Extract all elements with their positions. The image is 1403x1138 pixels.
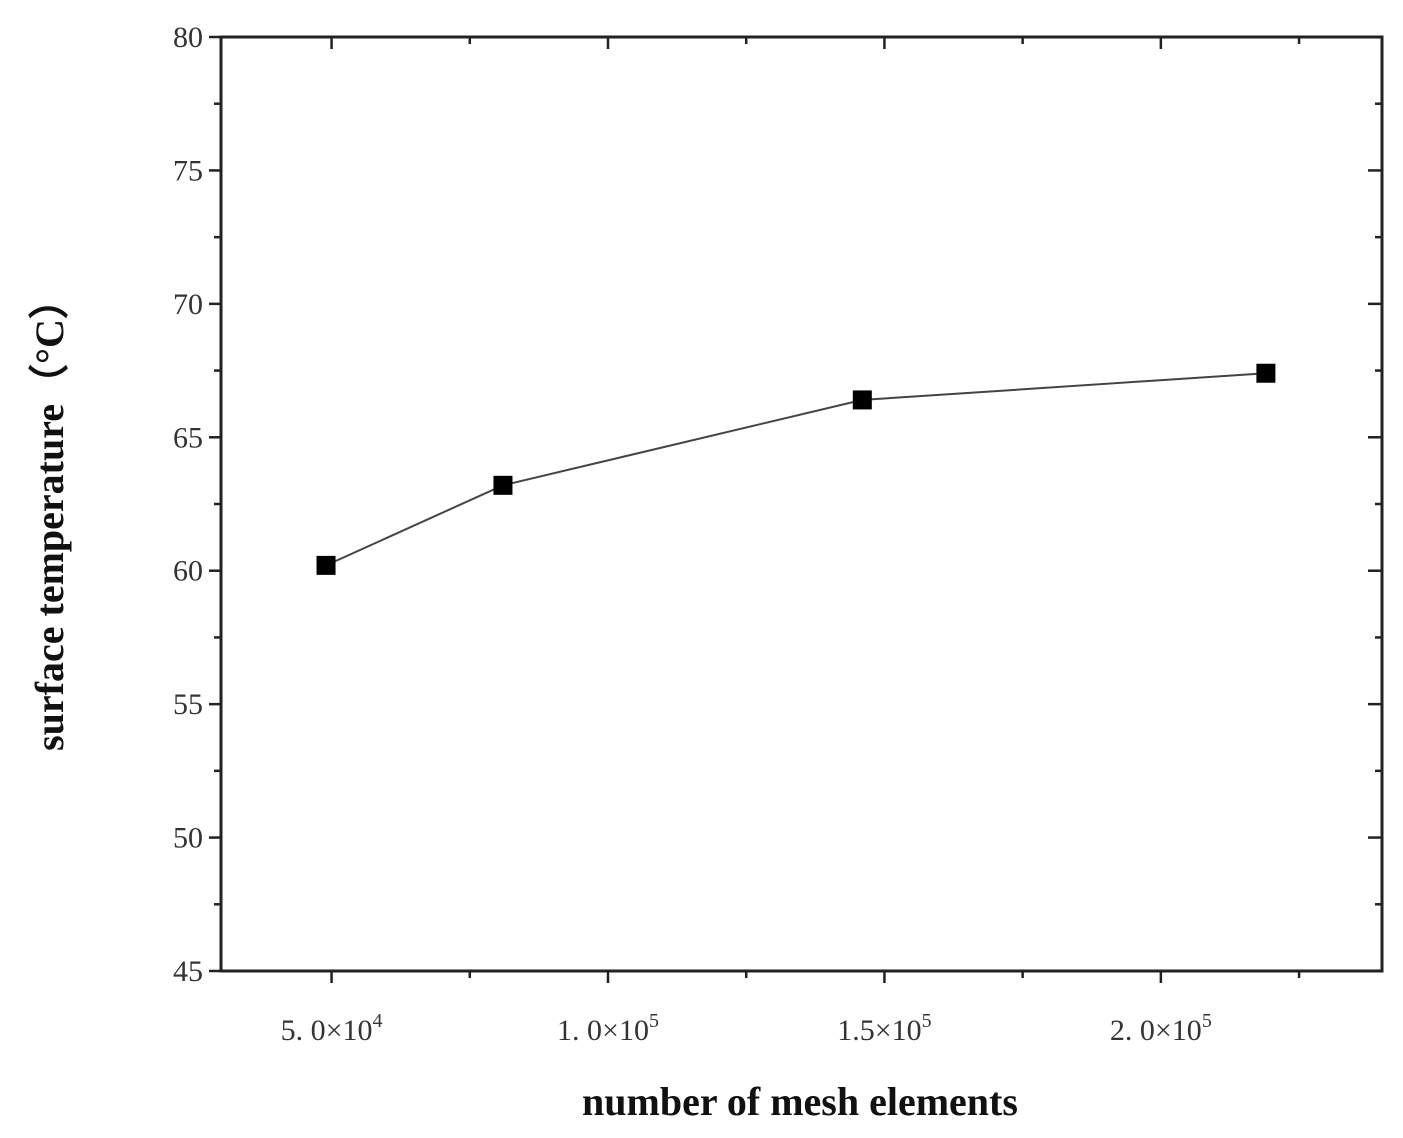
data-point: [316, 555, 336, 575]
x-tick-exponent: 5: [1202, 1010, 1212, 1032]
data-point: [1256, 363, 1276, 383]
y-tick-label: 50: [173, 822, 203, 855]
x-axis-title: number of mesh elements: [582, 1079, 1018, 1124]
x-tick-mantissa: 5. 0×10: [281, 1014, 373, 1047]
x-tick-label: 2. 0×105: [1110, 1010, 1212, 1047]
x-tick-exponent: 5: [922, 1010, 932, 1032]
y-tick-label: 60: [173, 555, 203, 588]
x-tick-exponent: 4: [373, 1010, 383, 1032]
x-tick-label: 1.5×105: [837, 1010, 931, 1047]
x-tick-mantissa: 1.5×10: [837, 1014, 921, 1047]
y-axis-title: surface temperature（°C）: [27, 279, 72, 751]
axis-ticks: [209, 35, 1382, 983]
data-point: [493, 475, 513, 495]
x-tick-label: 5. 0×104: [281, 1010, 383, 1047]
x-tick-label: 1. 0×105: [557, 1010, 659, 1047]
y-tick-label: 70: [173, 288, 203, 321]
y-tick-label: 55: [173, 688, 203, 721]
plot-frame: [219, 35, 1384, 973]
series-line: [325, 372, 1266, 567]
y-tick-label: 75: [173, 154, 203, 187]
x-tick-labels: 5. 0×104 1. 0×105 1.5×105 2. 0×105: [281, 1010, 1212, 1047]
y-tick-label: 65: [173, 421, 203, 454]
x-tick-exponent: 5: [649, 1010, 659, 1032]
series-layer: [316, 363, 1276, 575]
y-tick-label: 45: [173, 955, 203, 988]
x-tick-mantissa: 2. 0×10: [1110, 1014, 1202, 1047]
x-tick-mantissa: 1. 0×10: [557, 1014, 649, 1047]
data-point: [852, 390, 872, 410]
y-tick-labels: 45 50 55 60 65 70 75 80: [173, 21, 203, 988]
y-tick-label: 80: [173, 21, 203, 54]
